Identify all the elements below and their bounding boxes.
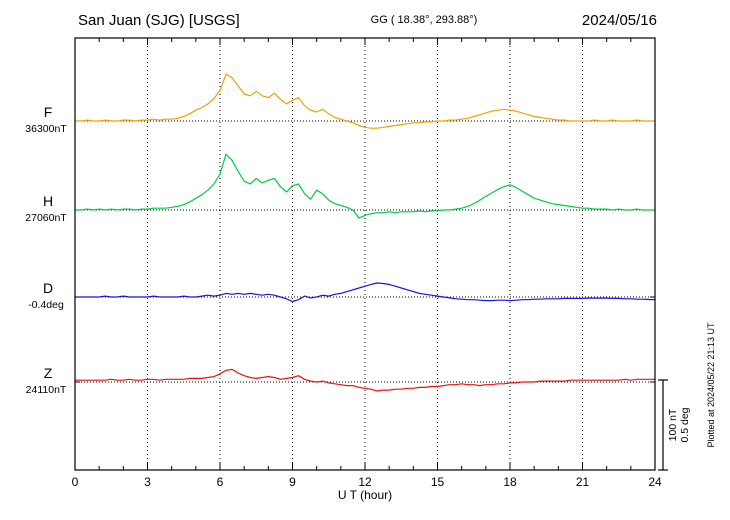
series-label-F: F xyxy=(44,104,53,120)
series-baseline-H: 27060nT xyxy=(25,212,67,224)
x-tick-label-3: 3 xyxy=(144,475,151,489)
plot-date: 2024/05/16 xyxy=(582,12,657,29)
scale-nt-label: 100 nT xyxy=(667,408,679,441)
x-tick-label-15: 15 xyxy=(431,475,445,489)
series-label-D: D xyxy=(43,280,53,296)
x-tick-label-0: 0 xyxy=(72,475,79,489)
trace-D xyxy=(74,282,656,303)
x-tick-label-21: 21 xyxy=(576,475,590,489)
series-baseline-F: 36300nT xyxy=(25,123,67,135)
x-tick-label-9: 9 xyxy=(289,475,296,489)
plot-frame xyxy=(74,37,656,471)
trace-H xyxy=(74,153,656,219)
scale-deg-label: 0.5 deg xyxy=(679,407,691,442)
x-tick-label-24: 24 xyxy=(648,475,662,489)
x-tick-label-18: 18 xyxy=(503,475,517,489)
station-title: San Juan (SJG) [USGS] xyxy=(78,12,240,29)
series-label-Z: Z xyxy=(44,365,53,381)
x-tick-labels-group: 0 3 6 9 12 15 18 21 24 xyxy=(72,475,662,489)
traces-group xyxy=(74,73,656,392)
trace-F xyxy=(74,73,656,129)
x-tick-label-6: 6 xyxy=(217,475,224,489)
plotted-at-label: Plotted at 2024/05/22 21:13 UT xyxy=(706,322,716,448)
x-tick-label-12: 12 xyxy=(358,475,372,489)
series-label-H: H xyxy=(43,193,53,209)
series-baseline-D: -0.4deg xyxy=(28,299,64,311)
gridlines-group xyxy=(147,38,583,470)
trace-Z xyxy=(74,368,656,392)
x-axis-label: U T (hour) xyxy=(338,488,392,502)
geographic-coords: GG ( 18.38°, 293.88°) xyxy=(371,14,478,26)
series-baseline-Z: 24110nT xyxy=(26,384,67,396)
